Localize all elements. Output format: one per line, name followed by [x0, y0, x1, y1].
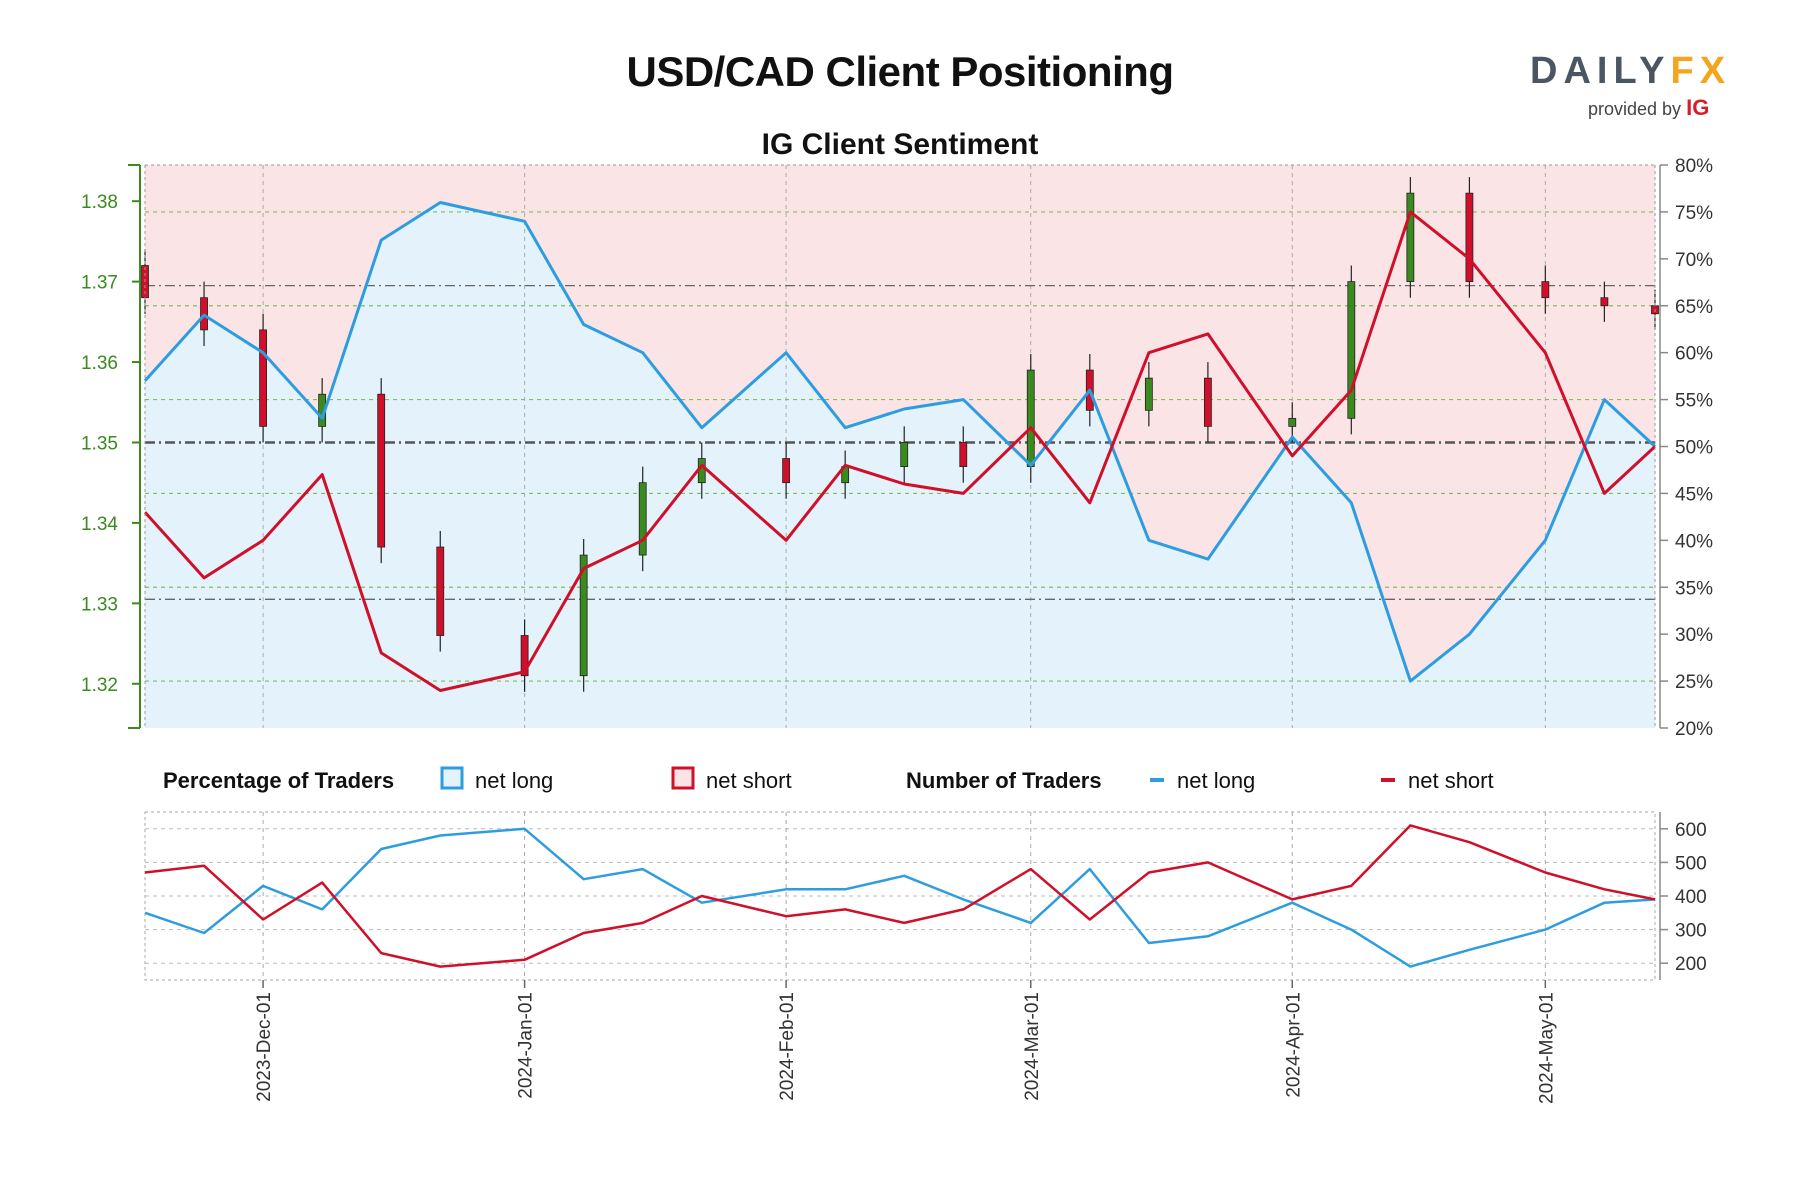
legend: Percentage of Traders net long net short…	[163, 766, 1494, 793]
candle-body	[579, 554, 588, 677]
pct-tick-label: 65%	[1675, 297, 1713, 318]
count-tick-label: 200	[1675, 954, 1707, 975]
x-tick-label: 2024-Jan-01	[516, 992, 537, 1099]
x-tick-label: 2023-Dec-01	[254, 992, 275, 1102]
candle-body	[1144, 377, 1153, 411]
dailyfx-logo: DAILYFX provided by IG	[1530, 50, 1750, 130]
legend-pct-long: net long	[475, 768, 553, 793]
logo-brand-left: DAILY	[1530, 50, 1671, 92]
candle-body	[959, 442, 968, 468]
candle-body	[1288, 417, 1297, 427]
legend-pct-short-swatch	[671, 766, 695, 790]
count-panel: 200 300 400 500 600	[144, 811, 1707, 981]
candle-body	[638, 482, 647, 556]
x-tick-label: 2024-Apr-01	[1283, 992, 1304, 1098]
logo-provided-by: provided by IG	[1588, 95, 1750, 121]
pct-tick-label: 40%	[1675, 531, 1713, 552]
pct-tick-label: 30%	[1675, 625, 1713, 646]
legend-pct-heading: Percentage of Traders	[163, 768, 394, 793]
count-tick-label: 300	[1675, 921, 1707, 942]
price-tick-label: 1.36	[81, 353, 118, 374]
price-tick-label: 1.32	[81, 675, 118, 696]
traders-short-line	[144, 824, 1656, 968]
price-tick-label: 1.37	[81, 273, 118, 294]
pct-tick-label: 50%	[1675, 438, 1713, 459]
legend-pct-long-swatch	[440, 766, 464, 790]
pct-tick-label: 75%	[1675, 203, 1713, 224]
price-tick-label: 1.38	[81, 192, 118, 213]
chart-subtitle: IG Client Sentiment	[761, 128, 1039, 161]
x-tick-label: 2024-Feb-01	[777, 992, 798, 1101]
logo-brand-right: FX	[1670, 50, 1732, 92]
candle-body	[520, 635, 529, 677]
candle-body	[1204, 377, 1212, 427]
price-tick-label: 1.33	[81, 594, 118, 615]
price-tick-label: 1.34	[81, 514, 118, 535]
pct-tick-label: 35%	[1675, 578, 1713, 599]
candle-body	[1465, 192, 1474, 283]
count-tick-label: 500	[1675, 853, 1707, 874]
candle-body	[1026, 369, 1035, 468]
logo-wordmark: DAILYFX	[1530, 50, 1750, 93]
legend-num-long: net long	[1177, 768, 1255, 793]
pct-tick-label: 70%	[1675, 250, 1713, 271]
net-long-pct-line	[143, 201, 1657, 683]
count-tick-label: 600	[1675, 820, 1707, 841]
x-axis: 2023-Dec-01 2024-Jan-01 2024-Feb-01 2024-Ma…	[254, 980, 1557, 1104]
candle-body	[1347, 281, 1356, 419]
x-tick-label: 2024-May-01	[1536, 992, 1557, 1104]
count-tick-label: 400	[1675, 887, 1707, 908]
main-panel: 1.32 1.33 1.34 1.35 1.36 1.37 1.38 20% 25% 30% 35%…	[81, 156, 1713, 740]
pct-tick-label: 60%	[1675, 344, 1713, 365]
logo-provided-text: provided by	[1588, 99, 1682, 119]
candle-body	[259, 329, 268, 427]
pct-tick-label: 80%	[1675, 156, 1713, 177]
logo-provider: IG	[1686, 95, 1710, 120]
traders-long-line	[144, 827, 1656, 968]
candle-body	[377, 393, 386, 548]
price-tick-label: 1.35	[81, 433, 118, 454]
net-short-pct-line	[143, 210, 1657, 692]
legend-pct-short: net short	[706, 768, 792, 793]
net-long-area	[145, 202, 1655, 728]
pct-tick-label: 25%	[1675, 672, 1713, 693]
candle-body	[782, 458, 791, 484]
chart-title: USD/CAD Client Positioning	[626, 48, 1175, 95]
candle-body	[1600, 297, 1609, 307]
x-tick-label: 2024-Mar-01	[1022, 992, 1043, 1101]
candle-body	[1541, 281, 1550, 299]
candle-body	[900, 442, 909, 468]
candle-body	[436, 546, 445, 636]
candle-body	[1406, 192, 1415, 283]
legend-num-heading: Number of Traders	[906, 768, 1102, 793]
pct-tick-label: 55%	[1675, 391, 1713, 412]
pct-tick-label: 20%	[1675, 719, 1713, 740]
pct-tick-label: 45%	[1675, 484, 1713, 505]
legend-num-short: net short	[1408, 768, 1494, 793]
